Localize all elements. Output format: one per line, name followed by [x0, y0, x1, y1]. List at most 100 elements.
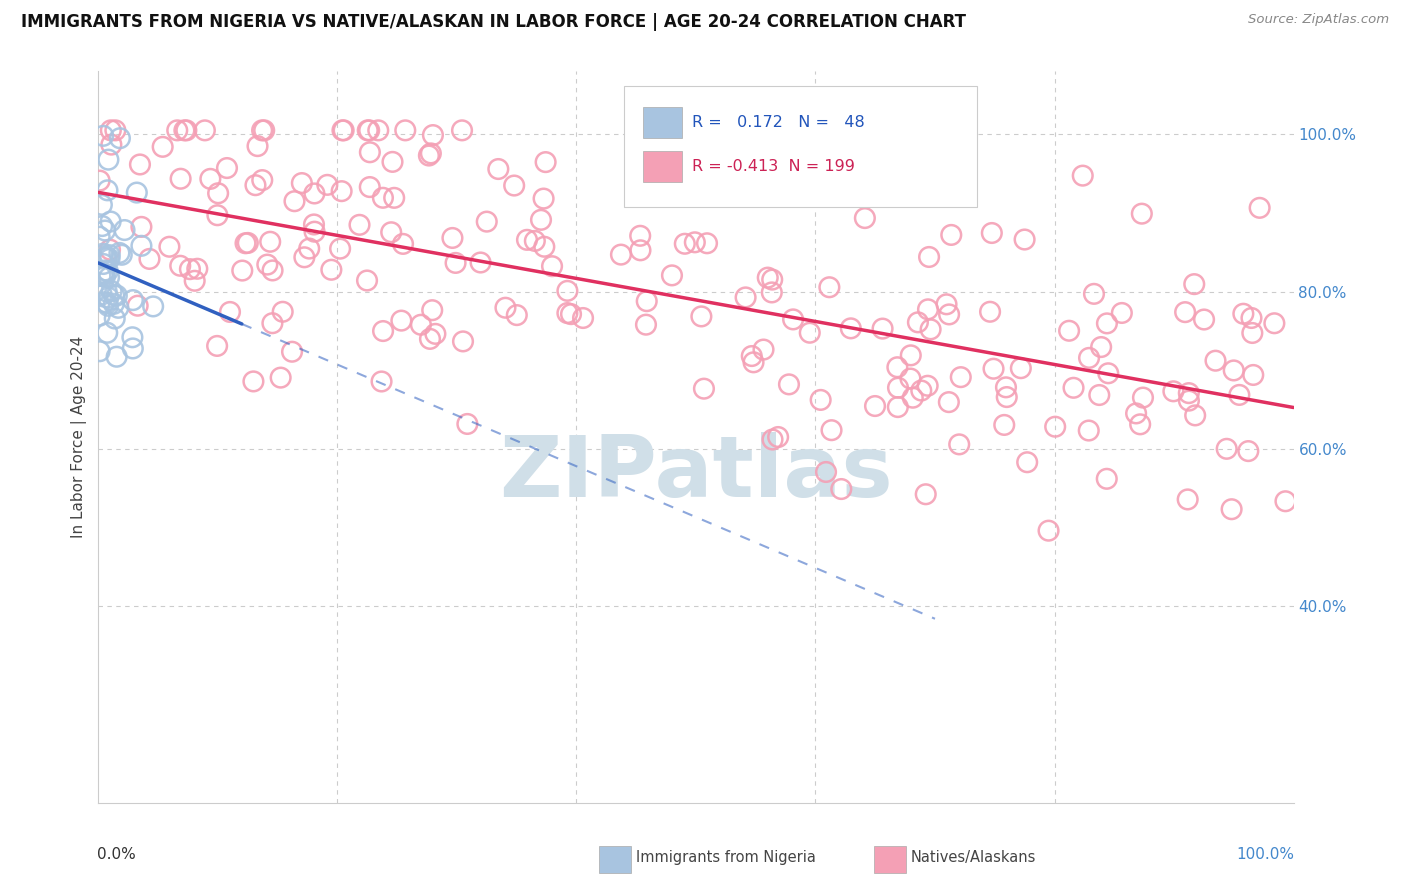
Point	[949, 370, 972, 384]
Point	[422, 128, 444, 142]
Point	[1090, 340, 1112, 354]
Point	[506, 308, 529, 322]
Text: IMMIGRANTS FROM NIGERIA VS NATIVE/ALASKAN IN LABOR FORCE | AGE 20-24 CORRELATION: IMMIGRANTS FROM NIGERIA VS NATIVE/ALASKA…	[21, 13, 966, 31]
Point	[127, 299, 149, 313]
Point	[392, 236, 415, 251]
Point	[91, 128, 114, 143]
Point	[94, 250, 117, 264]
Point	[104, 311, 127, 326]
Point	[219, 305, 242, 319]
Point	[673, 236, 696, 251]
Point	[97, 264, 120, 278]
Point	[1038, 524, 1060, 538]
Point	[1077, 424, 1099, 438]
Point	[863, 399, 886, 413]
Point	[371, 324, 394, 338]
FancyBboxPatch shape	[599, 846, 631, 873]
Point	[96, 326, 118, 340]
Point	[886, 360, 908, 375]
Point	[628, 228, 651, 243]
Point	[89, 173, 111, 187]
Point	[419, 332, 441, 346]
Point	[114, 223, 136, 237]
Point	[630, 244, 652, 258]
Point	[205, 339, 228, 353]
Point	[94, 251, 117, 265]
Point	[271, 305, 294, 319]
Point	[367, 123, 389, 137]
Point	[262, 316, 284, 330]
Point	[636, 294, 658, 309]
Point	[262, 263, 284, 277]
Point	[935, 297, 957, 311]
Text: Immigrants from Nigeria: Immigrants from Nigeria	[637, 850, 815, 865]
Text: Source: ZipAtlas.com: Source: ZipAtlas.com	[1249, 13, 1389, 27]
FancyBboxPatch shape	[644, 107, 682, 138]
Point	[298, 242, 321, 256]
Y-axis label: In Labor Force | Age 20-24: In Labor Force | Age 20-24	[72, 336, 87, 538]
Point	[1215, 442, 1237, 456]
Point	[245, 178, 267, 193]
Point	[304, 225, 326, 239]
Point	[1222, 363, 1244, 377]
Point	[1097, 366, 1119, 380]
Point	[917, 302, 939, 317]
Point	[169, 259, 191, 273]
Point	[90, 198, 112, 212]
Point	[1129, 417, 1152, 432]
Point	[304, 186, 326, 201]
Point	[283, 194, 305, 209]
Point	[94, 223, 117, 237]
Point	[761, 285, 783, 300]
Point	[470, 255, 492, 269]
Point	[610, 247, 633, 261]
Point	[91, 257, 114, 271]
Point	[444, 256, 467, 270]
Point	[516, 233, 538, 247]
Point	[316, 178, 339, 192]
Point	[1232, 307, 1254, 321]
Point	[503, 178, 526, 193]
Point	[1182, 277, 1205, 292]
Point	[900, 371, 922, 385]
Point	[169, 171, 191, 186]
Point	[1063, 381, 1085, 395]
Text: R =   0.172   N =   48: R = 0.172 N = 48	[692, 115, 865, 130]
Point	[980, 226, 1002, 240]
Point	[207, 208, 229, 222]
Point	[108, 131, 131, 145]
Point	[108, 246, 131, 260]
Point	[661, 268, 683, 283]
Point	[1078, 351, 1101, 365]
Point	[1057, 324, 1080, 338]
Point	[456, 417, 478, 431]
Point	[887, 381, 910, 395]
Point	[291, 176, 314, 190]
Point	[900, 348, 922, 362]
Point	[557, 284, 579, 298]
Point	[281, 344, 304, 359]
Point	[98, 243, 121, 257]
Point	[917, 378, 939, 392]
Point	[121, 342, 143, 356]
Point	[100, 214, 122, 228]
Point	[690, 310, 713, 324]
Point	[634, 318, 657, 332]
Point	[131, 239, 153, 253]
Point	[382, 191, 405, 205]
Point	[993, 417, 1015, 432]
Point	[778, 377, 800, 392]
Point	[105, 288, 128, 302]
Point	[91, 269, 114, 284]
Point	[253, 123, 276, 137]
Point	[122, 293, 145, 307]
Point	[1132, 391, 1154, 405]
Point	[93, 266, 115, 280]
Point	[907, 315, 929, 329]
Point	[1043, 419, 1066, 434]
Point	[259, 235, 281, 249]
Point	[752, 343, 775, 357]
Point	[98, 248, 121, 262]
Point	[1010, 361, 1032, 376]
Point	[839, 321, 862, 335]
